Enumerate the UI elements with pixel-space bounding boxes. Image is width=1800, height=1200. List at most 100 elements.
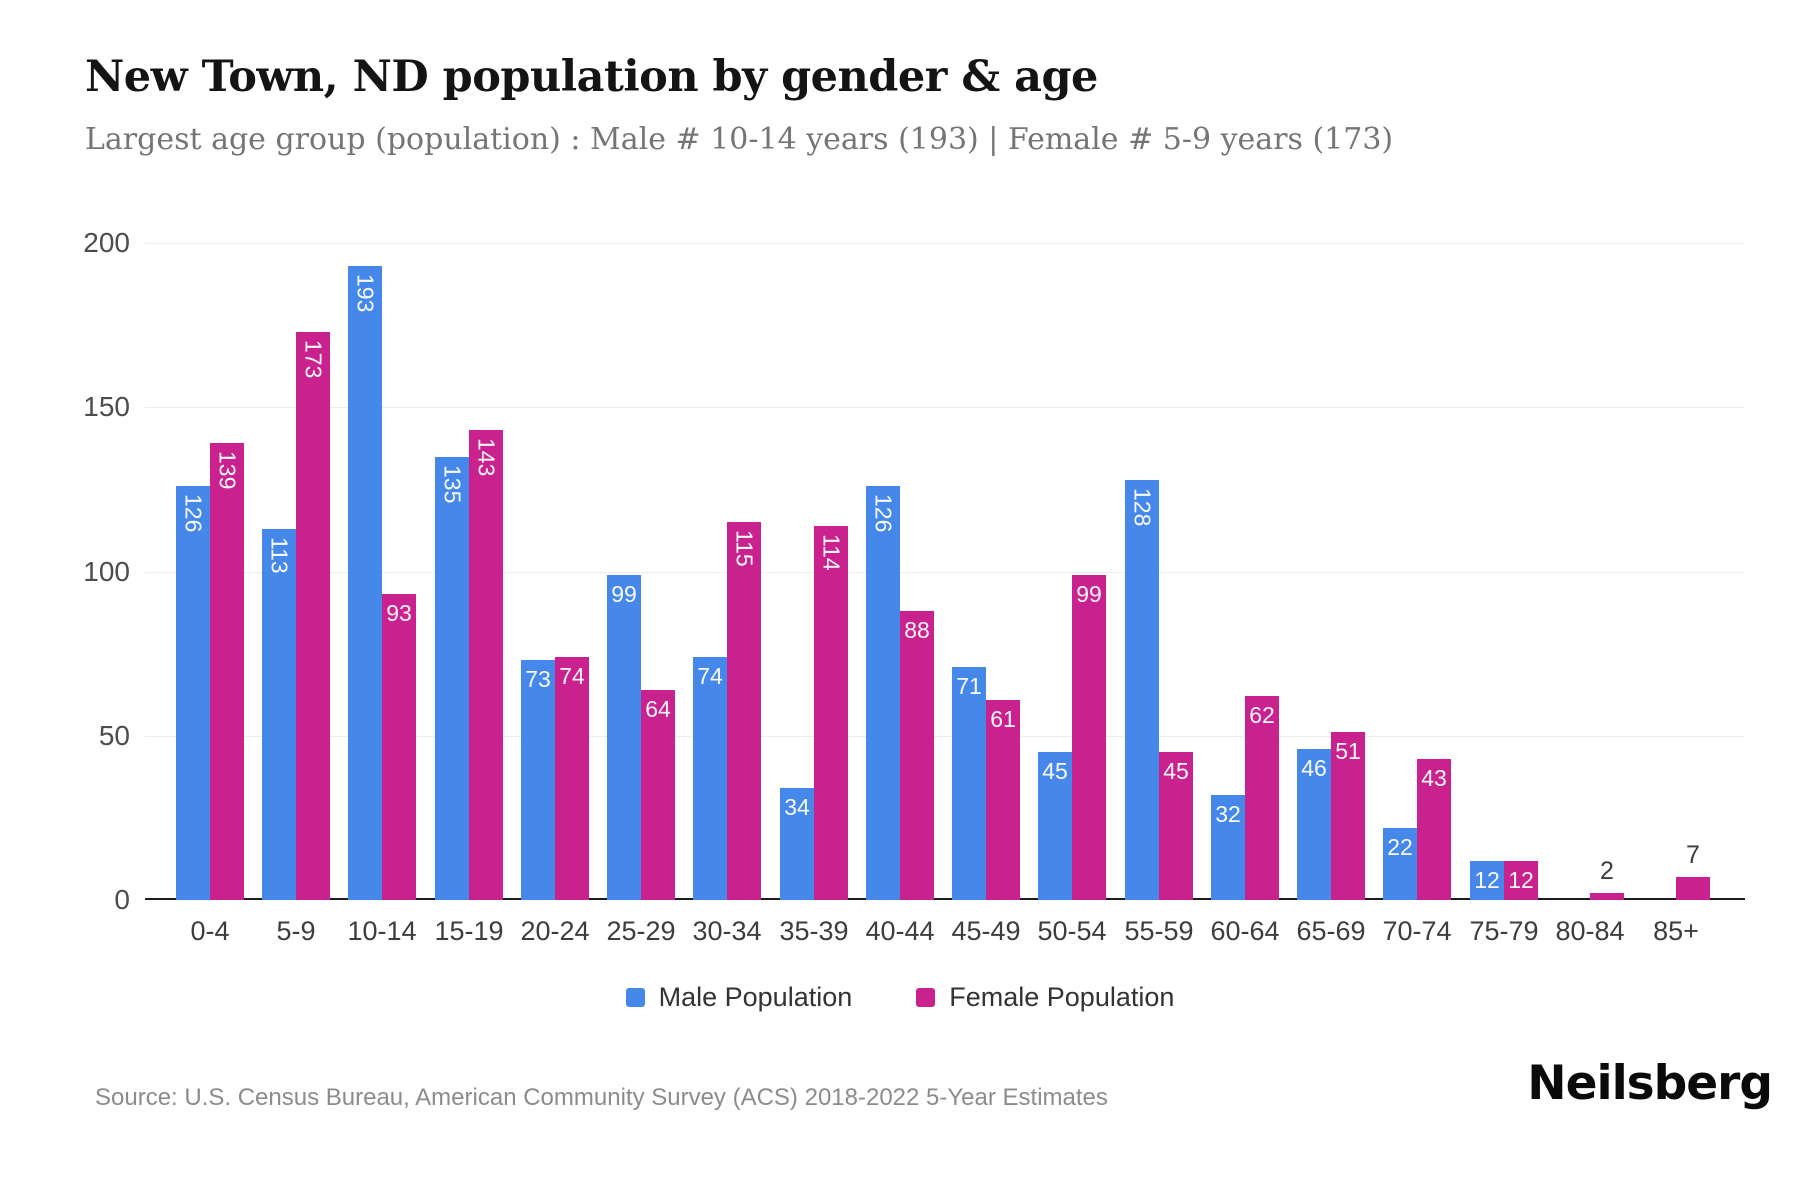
bar-female-0-4[interactable] bbox=[210, 443, 244, 900]
page-subtitle: Largest age group (population) : Male # … bbox=[85, 122, 1394, 157]
bar-value-label: 126 bbox=[870, 494, 897, 533]
bar-value-label: 32 bbox=[1215, 801, 1241, 827]
page-title: New Town, ND population by gender & age bbox=[85, 52, 1098, 102]
bar-value-label: 93 bbox=[386, 600, 412, 626]
bar-female-80-84[interactable] bbox=[1590, 893, 1624, 900]
gridline-200 bbox=[145, 243, 1745, 244]
bar-value-label: 115 bbox=[731, 530, 758, 567]
y-axis-tick-50: 50 bbox=[98, 720, 130, 751]
y-axis-tick-200: 200 bbox=[83, 227, 130, 258]
bar-male-75-79[interactable] bbox=[1470, 861, 1504, 900]
bar-female-55-59[interactable] bbox=[1159, 752, 1193, 900]
male-series-swatch-icon bbox=[625, 988, 645, 1007]
bar-male-50-54[interactable] bbox=[1038, 752, 1072, 900]
bar-female-10-14[interactable] bbox=[382, 594, 416, 900]
bar-value-label: 135 bbox=[439, 465, 466, 504]
bar-female-50-54[interactable] bbox=[1072, 575, 1106, 900]
bar-male-5-9[interactable] bbox=[262, 529, 296, 900]
bar-value-label: 173 bbox=[300, 340, 327, 379]
bar-value-label: 114 bbox=[818, 534, 845, 571]
gridline-50 bbox=[145, 736, 1745, 737]
bar-male-15-19[interactable] bbox=[435, 457, 469, 900]
bar-male-70-74[interactable] bbox=[1383, 828, 1417, 900]
bar-value-label: 139 bbox=[214, 451, 241, 490]
x-axis-tick-5-9: 5-9 bbox=[276, 916, 316, 946]
bar-value-label: 12 bbox=[1508, 867, 1534, 893]
bar-male-55-59[interactable] bbox=[1125, 480, 1159, 900]
bar-value-label: 12 bbox=[1474, 867, 1500, 893]
bar-female-75-79[interactable] bbox=[1504, 861, 1538, 900]
bar-value-label: 2 bbox=[1600, 857, 1614, 885]
y-axis-tick-0: 0 bbox=[114, 884, 130, 915]
x-axis-tick-75-79: 75-79 bbox=[1469, 916, 1539, 946]
bar-value-label: 99 bbox=[1076, 581, 1102, 607]
bar-value-label: 113 bbox=[266, 537, 293, 574]
bar-value-label: 61 bbox=[990, 706, 1016, 732]
x-axis-tick-80-84: 80-84 bbox=[1555, 916, 1625, 946]
bar-value-label: 45 bbox=[1042, 758, 1068, 784]
bar-male-45-49[interactable] bbox=[952, 667, 986, 900]
bar-female-5-9[interactable] bbox=[296, 332, 330, 900]
x-axis-line bbox=[145, 898, 1745, 900]
bar-value-label: 128 bbox=[1129, 488, 1156, 527]
bar-male-25-29[interactable] bbox=[607, 575, 641, 900]
bar-value-label: 193 bbox=[352, 274, 379, 313]
bar-female-65-69[interactable] bbox=[1331, 732, 1365, 900]
bar-value-label: 45 bbox=[1163, 758, 1189, 784]
x-axis-tick-15-19: 15-19 bbox=[434, 916, 504, 946]
x-axis-tick-0-4: 0-4 bbox=[190, 916, 230, 946]
bar-value-label: 99 bbox=[611, 581, 637, 607]
x-axis-tick-20-24: 20-24 bbox=[520, 916, 590, 946]
bar-female-70-74[interactable] bbox=[1417, 759, 1451, 900]
bar-value-label: 64 bbox=[645, 696, 671, 722]
bar-value-label: 126 bbox=[180, 494, 207, 533]
bar-value-label: 7 bbox=[1686, 841, 1700, 869]
bar-male-20-24[interactable] bbox=[521, 660, 555, 900]
x-axis-tick-40-44: 40-44 bbox=[865, 916, 935, 946]
bar-female-20-24[interactable] bbox=[555, 657, 589, 900]
x-axis-tick-25-29: 25-29 bbox=[606, 916, 676, 946]
bar-value-label: 88 bbox=[904, 617, 930, 643]
bar-female-45-49[interactable] bbox=[986, 700, 1020, 900]
bar-female-40-44[interactable] bbox=[900, 611, 934, 900]
bar-male-0-4[interactable] bbox=[176, 486, 210, 900]
x-axis-tick-70-74: 70-74 bbox=[1382, 916, 1452, 946]
bar-female-35-39[interactable] bbox=[814, 526, 848, 900]
bar-male-65-69[interactable] bbox=[1297, 749, 1331, 900]
x-axis-tick-55-59: 55-59 bbox=[1124, 916, 1194, 946]
bar-male-35-39[interactable] bbox=[780, 788, 814, 900]
bar-male-30-34[interactable] bbox=[693, 657, 727, 900]
bar-value-label: 51 bbox=[1335, 738, 1361, 764]
bar-value-label: 22 bbox=[1387, 834, 1413, 860]
chart-legend: Male Population Female Population bbox=[0, 982, 1800, 1013]
legend-label-male: Male Population bbox=[658, 982, 853, 1012]
bar-female-85+[interactable] bbox=[1676, 877, 1710, 900]
x-axis-tick-45-49: 45-49 bbox=[951, 916, 1021, 946]
bar-value-label: 34 bbox=[784, 794, 810, 820]
bar-male-60-64[interactable] bbox=[1211, 795, 1245, 900]
x-axis-tick-30-34: 30-34 bbox=[692, 916, 762, 946]
gridline-150 bbox=[145, 407, 1745, 408]
legend-item-female[interactable]: Female Population bbox=[916, 982, 1174, 1013]
y-axis-tick-150: 150 bbox=[83, 391, 130, 422]
bar-value-label: 62 bbox=[1249, 702, 1275, 728]
bar-value-label: 74 bbox=[697, 663, 723, 689]
neilsberg-logo: Neilsberg bbox=[1527, 1056, 1773, 1111]
bar-female-60-64[interactable] bbox=[1245, 696, 1279, 900]
bar-value-label: 71 bbox=[956, 673, 982, 699]
x-axis-tick-35-39: 35-39 bbox=[779, 916, 849, 946]
bar-female-25-29[interactable] bbox=[641, 690, 675, 900]
bar-value-label: 143 bbox=[473, 438, 500, 477]
source-attribution: Source: U.S. Census Bureau, American Com… bbox=[95, 1084, 1108, 1111]
legend-item-male[interactable]: Male Population bbox=[625, 982, 853, 1013]
bar-female-30-34[interactable] bbox=[727, 522, 761, 900]
bar-female-15-19[interactable] bbox=[469, 430, 503, 900]
bar-male-10-14[interactable] bbox=[348, 266, 382, 900]
bar-value-label: 74 bbox=[559, 663, 585, 689]
x-axis-tick-10-14: 10-14 bbox=[347, 916, 417, 946]
bar-value-label: 46 bbox=[1301, 755, 1327, 781]
bar-value-label: 73 bbox=[525, 666, 551, 692]
bar-male-40-44[interactable] bbox=[866, 486, 900, 900]
x-axis-tick-50-54: 50-54 bbox=[1037, 916, 1107, 946]
